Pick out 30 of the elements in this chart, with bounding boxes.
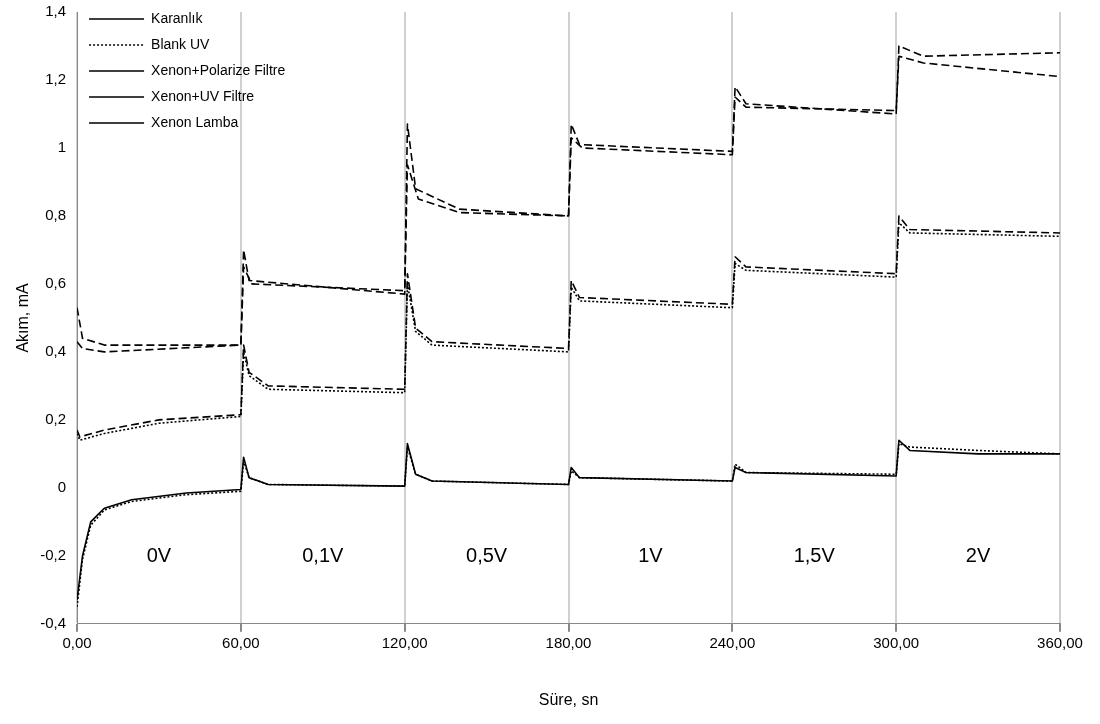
legend-label: Xenon Lamba xyxy=(151,113,239,130)
x-tick-label: 60,00 xyxy=(222,633,260,651)
y-tick-label: 0 xyxy=(57,477,67,495)
y-tick-label: -0,2 xyxy=(40,545,67,563)
y-axis-title: Akım, mA xyxy=(14,282,32,353)
y-tick-label: -0,4 xyxy=(40,613,67,631)
x-tick-label: 180,00 xyxy=(545,633,592,651)
legend-label: Xenon+UV Filtre xyxy=(151,87,255,104)
y-tick-label: 0,4 xyxy=(45,342,67,360)
x-tick-label: 300,00 xyxy=(873,633,920,651)
y-tick-label: 0,8 xyxy=(45,206,67,224)
annotation: 1,5V xyxy=(793,544,836,567)
y-tick-label: 0,6 xyxy=(45,274,67,292)
y-tick-label: 0,2 xyxy=(45,410,67,428)
x-tick-label: 0,00 xyxy=(62,633,92,651)
y-tick-label: 1,4 xyxy=(45,2,67,20)
annotation: 0,5V xyxy=(466,544,508,567)
x-axis-title: Süre, sn xyxy=(538,690,599,708)
annotation: 0V xyxy=(146,544,172,567)
x-tick-label: 240,00 xyxy=(709,633,756,651)
legend-label: Karanlık xyxy=(151,9,204,26)
legend-label: Xenon+Polarize Filtre xyxy=(151,61,286,78)
annotation: 2V xyxy=(965,544,991,567)
y-tick-label: 1,2 xyxy=(45,70,67,88)
annotation: 1V xyxy=(638,544,664,567)
x-tick-label: 360,00 xyxy=(1037,633,1083,651)
x-tick-label: 120,00 xyxy=(381,633,428,651)
legend-label: Blank UV xyxy=(151,35,211,52)
annotation: 0,1V xyxy=(302,544,345,567)
y-tick-label: 1 xyxy=(57,138,67,156)
